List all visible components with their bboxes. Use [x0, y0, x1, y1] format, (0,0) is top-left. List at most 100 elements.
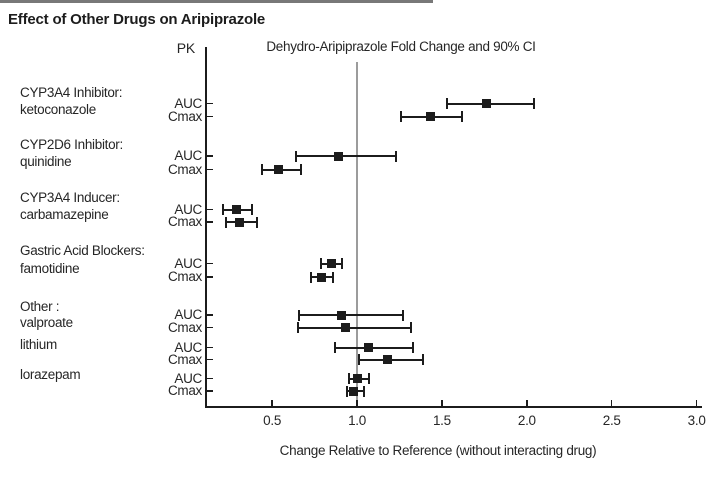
y-axis-tick — [206, 155, 213, 157]
x-tick-label: 1.5 — [432, 413, 451, 428]
x-axis-tick — [610, 399, 613, 407]
y-axis-tick — [206, 390, 213, 392]
ci-cap-high — [422, 354, 425, 365]
ci-cap-low — [345, 385, 348, 397]
row-pk-label: Cmax — [167, 319, 202, 335]
ci-cap-low — [333, 342, 336, 353]
ci-cap-high — [367, 373, 370, 384]
reference-line — [356, 62, 358, 406]
point-marker — [231, 205, 241, 214]
group-header-label: CYP3A4 Inducer: — [20, 189, 120, 205]
point-marker — [364, 343, 374, 352]
y-axis-tick — [206, 358, 213, 361]
x-axis-tick — [356, 399, 358, 407]
y-axis-tick — [206, 262, 213, 265]
x-axis-tick — [271, 399, 273, 407]
row-pk-label: AUC — [174, 95, 202, 111]
ci-bar — [295, 155, 397, 157]
x-axis-line — [205, 406, 702, 408]
group-header-label: CYP2D6 Inhibitor: — [20, 136, 123, 152]
ci-cap-low — [225, 216, 228, 228]
group-header-label: CYP3A4 Inhibitor: — [20, 85, 123, 100]
drug-name-label: valproate — [20, 314, 73, 330]
point-marker — [333, 151, 343, 161]
drug-name-label: quinidine — [20, 153, 72, 169]
chart-title: Dehydro-Aripiprazole Fold Change and 90%… — [266, 39, 536, 54]
point-marker — [383, 355, 393, 364]
row-pk-label: AUC — [174, 201, 202, 217]
drug-name-label: ketoconazole — [20, 102, 96, 117]
drug-name-label: lorazepam — [20, 366, 81, 382]
ci-cap-high — [410, 322, 413, 333]
x-axis-title: Change Relative to Reference (without in… — [279, 443, 597, 458]
x-axis-tick — [441, 399, 443, 407]
row-pk-label: AUC — [174, 370, 202, 386]
ci-cap-high — [255, 216, 258, 228]
row-pk-label: AUC — [174, 339, 202, 355]
point-marker — [316, 272, 326, 282]
group-header-label: Other : — [20, 298, 60, 314]
x-tick-label: 2.0 — [517, 413, 536, 428]
drug-name-label: famotidine — [20, 261, 80, 276]
y-axis-tick — [206, 346, 213, 349]
x-tick-label: 3.0 — [687, 413, 706, 428]
ci-cap-high — [332, 271, 335, 283]
ci-cap-low — [357, 354, 360, 365]
group-header-label: Gastric Acid Blockers: — [20, 243, 145, 258]
ci-bar — [297, 326, 412, 329]
y-axis-tick — [206, 326, 213, 329]
y-axis-tick — [206, 168, 213, 171]
row-pk-label: AUC — [174, 148, 202, 163]
ci-cap-high — [250, 204, 253, 215]
ci-cap-high — [461, 111, 464, 122]
y-axis-tick — [206, 276, 213, 278]
y-axis-tick — [206, 208, 213, 211]
ci-bar — [334, 346, 414, 349]
point-marker — [327, 259, 337, 268]
point-marker — [349, 386, 359, 396]
ci-cap-low — [347, 373, 350, 384]
ci-cap-low — [298, 309, 301, 321]
ci-cap-high — [362, 385, 365, 397]
point-marker — [352, 374, 362, 383]
ci-cap-low — [296, 322, 299, 333]
ci-cap-high — [299, 164, 302, 175]
row-pk-label: Cmax — [167, 161, 202, 177]
ci-cap-high — [401, 309, 404, 321]
point-marker — [425, 112, 435, 121]
row-pk-label: Cmax — [167, 383, 202, 398]
ci-cap-low — [320, 258, 323, 269]
y-axis-tick — [206, 314, 213, 316]
x-tick-label: 1.0 — [348, 413, 366, 428]
x-axis-tick — [526, 399, 528, 407]
row-pk-label: AUC — [174, 307, 202, 322]
ci-cap-low — [294, 150, 297, 162]
ci-cap-high — [532, 98, 535, 109]
row-pk-label: Cmax — [167, 108, 202, 124]
row-pk-label: Cmax — [167, 351, 202, 367]
x-tick-label: 2.5 — [602, 413, 621, 428]
ci-cap-low — [400, 111, 403, 122]
page-title: Effect of Other Drugs on Aripiprazole — [8, 11, 266, 28]
ci-cap-high — [340, 258, 343, 269]
y-axis-line — [205, 47, 207, 407]
y-axis-tick — [206, 221, 213, 223]
point-marker — [337, 310, 347, 320]
drug-name-label: lithium — [20, 336, 57, 352]
drug-name-label: carbamazepine — [20, 206, 109, 222]
row-pk-label: Cmax — [167, 214, 202, 229]
x-axis-tick — [695, 399, 698, 407]
top-rule — [0, 0, 433, 3]
ci-bar — [299, 314, 403, 316]
row-pk-label: Cmax — [167, 269, 202, 284]
ci-cap-high — [412, 342, 415, 353]
point-marker — [235, 217, 245, 227]
ci-cap-low — [310, 271, 313, 283]
row-pk-label: AUC — [174, 255, 202, 271]
pk-column-header: PK — [176, 40, 195, 56]
point-marker — [274, 165, 284, 174]
ci-cap-low — [445, 98, 448, 109]
point-marker — [340, 323, 350, 332]
